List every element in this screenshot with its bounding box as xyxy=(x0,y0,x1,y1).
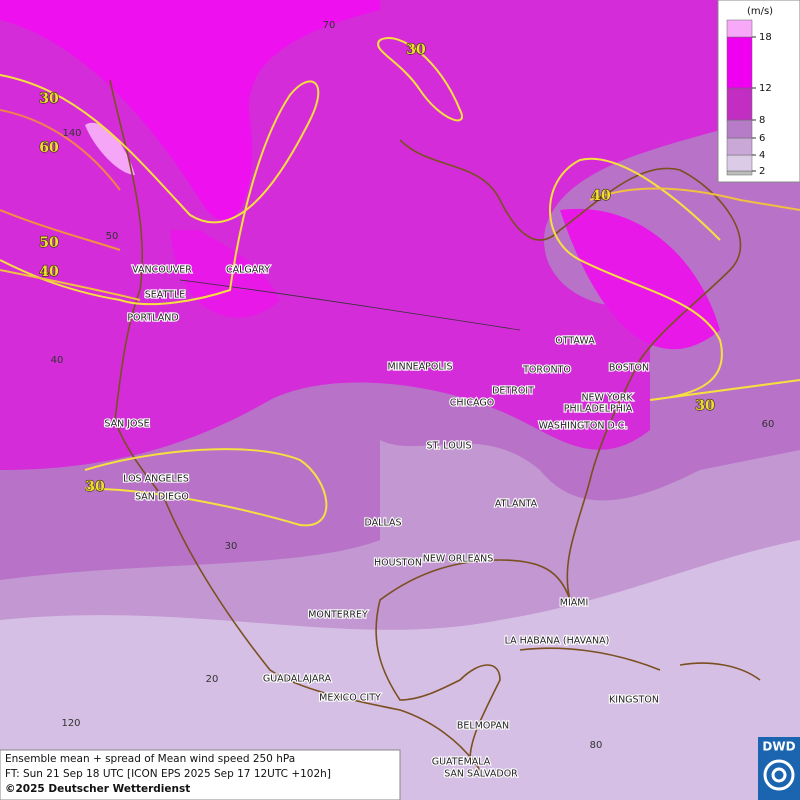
legend-band xyxy=(726,87,753,121)
grid-label: 50 xyxy=(106,231,119,242)
city-label: BELMOPAN xyxy=(457,721,509,732)
footer-line: Ensemble mean + spread of Mean wind spee… xyxy=(5,753,295,765)
grid-label: 30 xyxy=(225,541,238,552)
contour-label: 40 xyxy=(39,264,59,280)
city-label: GUADALAJARA xyxy=(263,674,332,685)
contour-40 xyxy=(589,187,800,211)
border xyxy=(179,279,521,331)
islands xyxy=(519,647,761,681)
city-label: SAN SALVADOR xyxy=(444,769,518,780)
contour-label: 60 xyxy=(39,140,59,156)
east-coast xyxy=(375,139,742,761)
contour-30 xyxy=(84,448,328,527)
logo-swirl xyxy=(763,759,795,791)
legend-band xyxy=(726,137,753,156)
city-label: MIAMI xyxy=(560,598,589,609)
city-label: PHILADELPHIA xyxy=(564,404,633,415)
city-label: HOUSTON xyxy=(374,558,422,569)
city-label: WASHINGTON D.C. xyxy=(539,421,628,432)
contour-label: 50 xyxy=(39,235,59,251)
legend-band xyxy=(726,154,753,172)
city-label: MONTERREY xyxy=(308,610,368,621)
grid-label: 140 xyxy=(62,128,81,139)
city-label: PORTLAND xyxy=(127,313,178,324)
contour-60 xyxy=(0,109,121,191)
contour-40 xyxy=(0,269,141,301)
logo: DWD xyxy=(762,740,795,754)
city-label: LA HABANA (HAVANA) xyxy=(505,636,610,647)
contour-label: 30 xyxy=(85,479,105,495)
coastline xyxy=(109,79,761,771)
legend-tick-label: 8 xyxy=(759,115,765,126)
footer-line: FT: Sun 21 Sep 18 UTC [ICON EPS 2025 Sep… xyxy=(5,768,331,780)
grid-label: 60 xyxy=(762,419,775,430)
city-label: BOSTON xyxy=(609,363,649,374)
city-label: SAN JOSE xyxy=(104,419,149,430)
footer-line: ©2025 Deutscher Wetterdienst xyxy=(5,783,190,795)
city-label: OTTAWA xyxy=(555,336,595,347)
city-label: KINGSTON xyxy=(609,695,659,706)
legend-band xyxy=(726,19,753,38)
city-label: GUATEMALA xyxy=(432,757,491,768)
legend-tick-label: 6 xyxy=(759,133,765,144)
legend-tick-label: 12 xyxy=(759,83,772,94)
city-label: LOS ANGELES xyxy=(123,474,189,485)
city-label: MEXICO CITY xyxy=(319,693,381,704)
contours xyxy=(0,37,800,527)
city-label: DETROIT xyxy=(492,386,534,397)
jet-core xyxy=(170,208,720,350)
contours-high xyxy=(0,109,121,251)
city-label: MINNEAPOLIS xyxy=(387,362,452,373)
contour-50 xyxy=(0,209,121,251)
grid-label: 20 xyxy=(206,674,219,685)
contour-label: 40 xyxy=(591,188,611,204)
footer-box xyxy=(0,749,401,800)
contour-label: 30 xyxy=(406,42,426,58)
legend-tick-label: 2 xyxy=(759,166,765,177)
city-label: ATLANTA xyxy=(495,499,538,510)
legend-band xyxy=(726,170,753,176)
contour-30 xyxy=(549,157,800,401)
grid-label: 70 xyxy=(323,20,336,31)
city-label: TORONTO xyxy=(522,365,571,376)
legend-tick-label: 4 xyxy=(759,150,765,161)
grid-label: 120 xyxy=(61,718,80,729)
contour-30 xyxy=(0,74,320,306)
legend-tick-label: 18 xyxy=(759,32,772,43)
legend-band xyxy=(726,119,753,139)
jet-max xyxy=(85,122,135,175)
weak-wind xyxy=(0,540,800,800)
city-label: SEATTLE xyxy=(145,290,186,301)
west-coast xyxy=(109,79,481,771)
city-label: CALGARY xyxy=(226,265,270,276)
city-label: NEW ORLEANS xyxy=(423,554,494,565)
contour-30 xyxy=(377,37,463,122)
grid-label: 80 xyxy=(590,740,603,751)
city-label: VANCOUVER xyxy=(132,265,192,276)
city-label: NEW YORK xyxy=(581,393,633,404)
city-label: SAN DIEGO xyxy=(135,492,189,503)
legend-unit: (m/s) xyxy=(747,6,773,17)
city-label: CHICAGO xyxy=(450,398,494,409)
contour-label: 30 xyxy=(39,91,59,107)
jet-core xyxy=(0,0,380,221)
grid-label: 40 xyxy=(51,355,64,366)
city-label: ST. LOUIS xyxy=(427,441,472,452)
legend-band xyxy=(726,36,753,89)
contour-label: 30 xyxy=(695,398,715,414)
city-label: DALLAS xyxy=(365,518,402,529)
logo-swirl xyxy=(771,767,787,783)
